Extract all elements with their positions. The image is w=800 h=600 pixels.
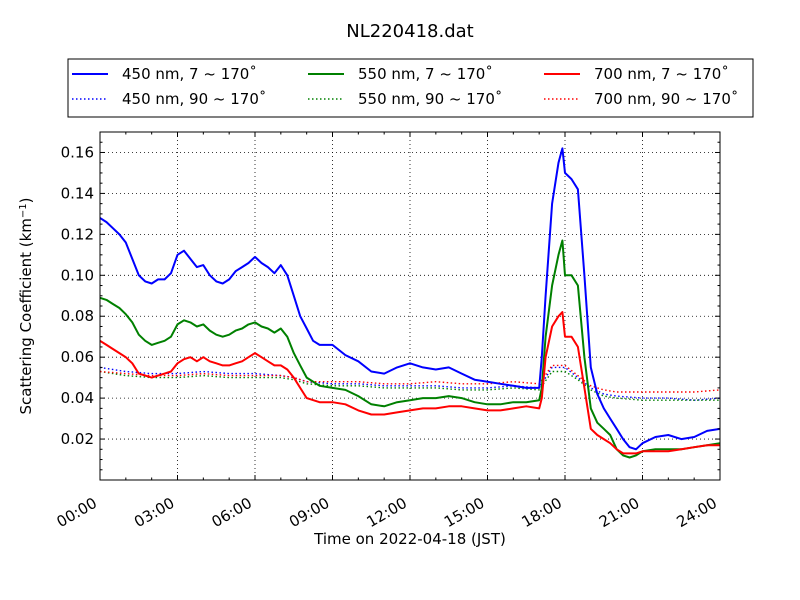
series-line-5 bbox=[100, 364, 720, 393]
series-line-4 bbox=[100, 311, 720, 455]
series-line-2 bbox=[100, 239, 720, 459]
y-axis-label-close: ) bbox=[17, 197, 35, 203]
grid bbox=[100, 132, 720, 480]
ticks bbox=[99, 132, 721, 480]
y-axis-label-main: Scattering Coefficient (km bbox=[17, 218, 35, 414]
y-tick-label: 0.12 bbox=[61, 225, 94, 243]
legend-label-5: 700 nm, 90 ~ 170˚ bbox=[594, 90, 738, 108]
legend-label-3: 550 nm, 90 ~ 170˚ bbox=[358, 90, 502, 108]
y-tick-label: 0.04 bbox=[61, 389, 94, 407]
y-tick-label: 0.02 bbox=[61, 430, 94, 448]
legend-label-1: 450 nm, 90 ~ 170˚ bbox=[122, 90, 266, 108]
legend-frame bbox=[67, 58, 754, 118]
y-tick-label: 0.14 bbox=[61, 184, 94, 202]
series-layer bbox=[100, 147, 720, 459]
y-axis-label: Scattering Coefficient (km−1) bbox=[17, 197, 35, 414]
series-line-0 bbox=[100, 147, 720, 451]
y-tick-label: 0.10 bbox=[61, 266, 94, 284]
y-tick-label: 0.06 bbox=[61, 348, 94, 366]
series-line-3 bbox=[100, 370, 720, 401]
legend-label-2: 550 nm, 7 ~ 170˚ bbox=[358, 65, 493, 83]
series-line-1 bbox=[100, 366, 720, 401]
y-tick-label: 0.16 bbox=[61, 143, 94, 161]
legend-label-4: 700 nm, 7 ~ 170˚ bbox=[594, 65, 729, 83]
y-axis-label-exponent: −1 bbox=[18, 203, 29, 218]
y-tick-label: 0.08 bbox=[61, 307, 94, 325]
x-axis-label: Time on 2022-04-18 (JST) bbox=[313, 530, 506, 548]
legend-label-0: 450 nm, 7 ~ 170˚ bbox=[122, 65, 257, 83]
legend: 450 nm, 7 ~ 170˚ 450 nm, 90 ~ 170˚ 550 nm,… bbox=[67, 58, 754, 118]
chart-title: NL220418.dat bbox=[346, 21, 473, 42]
y-tick-labels: 0.02 0.04 0.06 0.08 0.10 0.12 0.14 0.16 bbox=[61, 143, 94, 448]
